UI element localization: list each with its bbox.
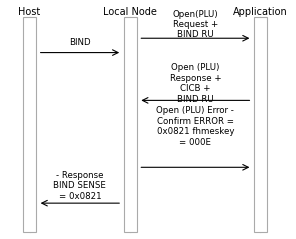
Text: Open (PLU)
Response +
CICB +
BIND RU: Open (PLU) Response + CICB + BIND RU bbox=[170, 63, 221, 103]
Bar bbox=[23, 17, 36, 232]
Text: Open(PLU)
Request +
BIND RU: Open(PLU) Request + BIND RU bbox=[173, 10, 218, 39]
Text: Open (PLU) Error -
Confirm ERROR =
0x0821 fhmeskey
= 000E: Open (PLU) Error - Confirm ERROR = 0x082… bbox=[156, 106, 234, 147]
Text: BIND: BIND bbox=[69, 38, 91, 47]
Text: Application: Application bbox=[233, 7, 288, 17]
Text: Local Node: Local Node bbox=[103, 7, 157, 17]
Bar bbox=[254, 17, 267, 232]
Text: - Response
BIND SENSE
= 0x0821: - Response BIND SENSE = 0x0821 bbox=[54, 171, 106, 201]
Text: Host: Host bbox=[18, 7, 41, 17]
Bar bbox=[124, 17, 137, 232]
